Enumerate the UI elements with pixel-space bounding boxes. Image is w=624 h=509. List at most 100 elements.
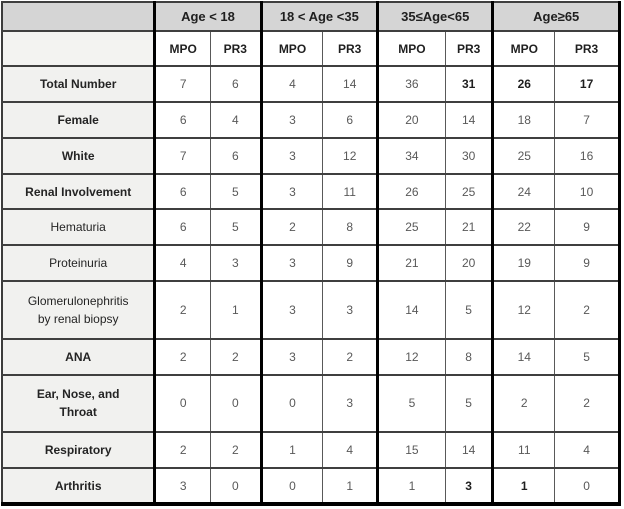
value-cell: 1 [210,280,262,339]
value-cell: 5 [376,373,446,433]
value-cell: 9 [554,208,620,246]
value-cell: 4 [153,244,211,282]
value-cell: 6 [210,65,262,102]
col-group-header: Age≥65 [491,1,620,31]
value-cell: 1 [259,431,323,469]
value-cell: 5 [210,208,262,246]
value-cell: 10 [554,172,620,210]
row-label: ANA [1,337,157,375]
value-cell: 5 [210,172,262,210]
row-label: Arthritis [1,467,157,504]
subheader-cell: PR3 [554,30,620,66]
row-label: White [1,136,157,174]
row-label: Total Number [1,65,157,102]
col-group-header: 18 < Age <35 [259,1,378,31]
value-cell: 21 [444,208,493,246]
value-cell: 20 [444,244,493,282]
value-cell: 2 [210,337,262,375]
table-body: Total Number 7 6 4 14 36 31 26 17 Female 6 4 3 6 20 14 1… [1,65,620,504]
value-cell: 14 [444,100,493,138]
value-cell: 3 [444,467,493,504]
value-cell: 14 [322,65,378,102]
value-cell: 14 [491,337,555,375]
value-cell: 6 [153,172,211,210]
table-row: Proteinuria 4 3 3 9 21 20 19 9 [1,244,620,282]
subheader-cell: MPO [491,30,555,66]
value-cell: 3 [322,373,378,433]
value-cell: 12 [376,337,446,375]
value-cell: 14 [444,431,493,469]
value-cell: 0 [259,373,323,433]
value-cell: 17 [554,65,620,102]
table-row: Total Number 7 6 4 14 36 31 26 17 [1,65,620,102]
table-row: Renal Involvement 6 5 3 11 26 25 24 10 [1,172,620,210]
value-cell: 21 [376,244,446,282]
row-label: Hematuria [1,208,157,246]
value-cell: 36 [376,65,446,102]
value-cell: 7 [554,100,620,138]
value-cell: 18 [491,100,555,138]
table-corner-cell [1,1,155,31]
value-cell: 7 [153,136,211,174]
col-group-header: 35≤Age<65 [376,1,493,31]
value-cell: 16 [554,136,620,174]
value-cell: 3 [259,337,323,375]
value-cell: 25 [376,208,446,246]
value-cell: 2 [554,373,620,433]
table-row: Arthritis 3 0 0 1 1 3 1 0 [1,467,620,504]
value-cell: 4 [554,431,620,469]
value-cell: 3 [259,136,323,174]
value-cell: 3 [259,244,323,282]
value-cell: 22 [491,208,555,246]
table-row: Female 6 4 3 6 20 14 18 7 [1,100,620,138]
subheader-cell: MPO [376,30,446,66]
value-cell: 4 [210,100,262,138]
value-cell: 5 [444,280,493,339]
value-cell: 4 [259,65,323,102]
table-row: Glomerulonephritis by renal biopsy 2 1 3 3 14… [1,280,620,339]
value-cell: 8 [322,208,378,246]
value-cell: 8 [444,337,493,375]
value-cell: 25 [491,136,555,174]
value-cell: 7 [153,65,211,102]
value-cell: 30 [444,136,493,174]
value-cell: 2 [491,373,555,433]
value-cell: 11 [491,431,555,469]
value-cell: 2 [153,280,211,339]
col-group-header: Age < 18 [153,1,262,31]
subheader-cell: MPO [153,30,211,66]
value-cell: 0 [210,467,262,504]
value-cell: 2 [153,337,211,375]
value-cell: 6 [322,100,378,138]
value-cell: 1 [491,467,555,504]
value-cell: 0 [153,373,211,433]
value-cell: 1 [376,467,446,504]
value-cell: 9 [322,244,378,282]
table-row: Hematuria 6 5 2 8 25 21 22 9 [1,208,620,246]
value-cell: 0 [210,373,262,433]
value-cell: 24 [491,172,555,210]
value-cell: 3 [259,172,323,210]
subheader-cell: PR3 [322,30,378,66]
value-cell: 6 [153,100,211,138]
row-label: Proteinuria [1,244,157,282]
subheader-cell: PR3 [444,30,493,66]
value-cell: 3 [153,467,211,504]
table-row: Respiratory 2 2 1 4 15 14 11 4 [1,431,620,469]
value-cell: 4 [322,431,378,469]
value-cell: 12 [322,136,378,174]
subheader-cell: PR3 [210,30,262,66]
row-label: Ear, Nose, and Throat [1,373,157,433]
table-corner-subcell [1,30,155,66]
value-cell: 25 [444,172,493,210]
value-cell: 0 [554,467,620,504]
value-cell: 31 [444,65,493,102]
subheader-cell: MPO [259,30,323,66]
value-cell: 3 [259,280,323,339]
row-label: Glomerulonephritis by renal biopsy [1,280,157,339]
value-cell: 1 [322,467,378,504]
value-cell: 20 [376,100,446,138]
table-row: Ear, Nose, and Throat 0 0 0 3 5 5 2 2 [1,373,620,433]
